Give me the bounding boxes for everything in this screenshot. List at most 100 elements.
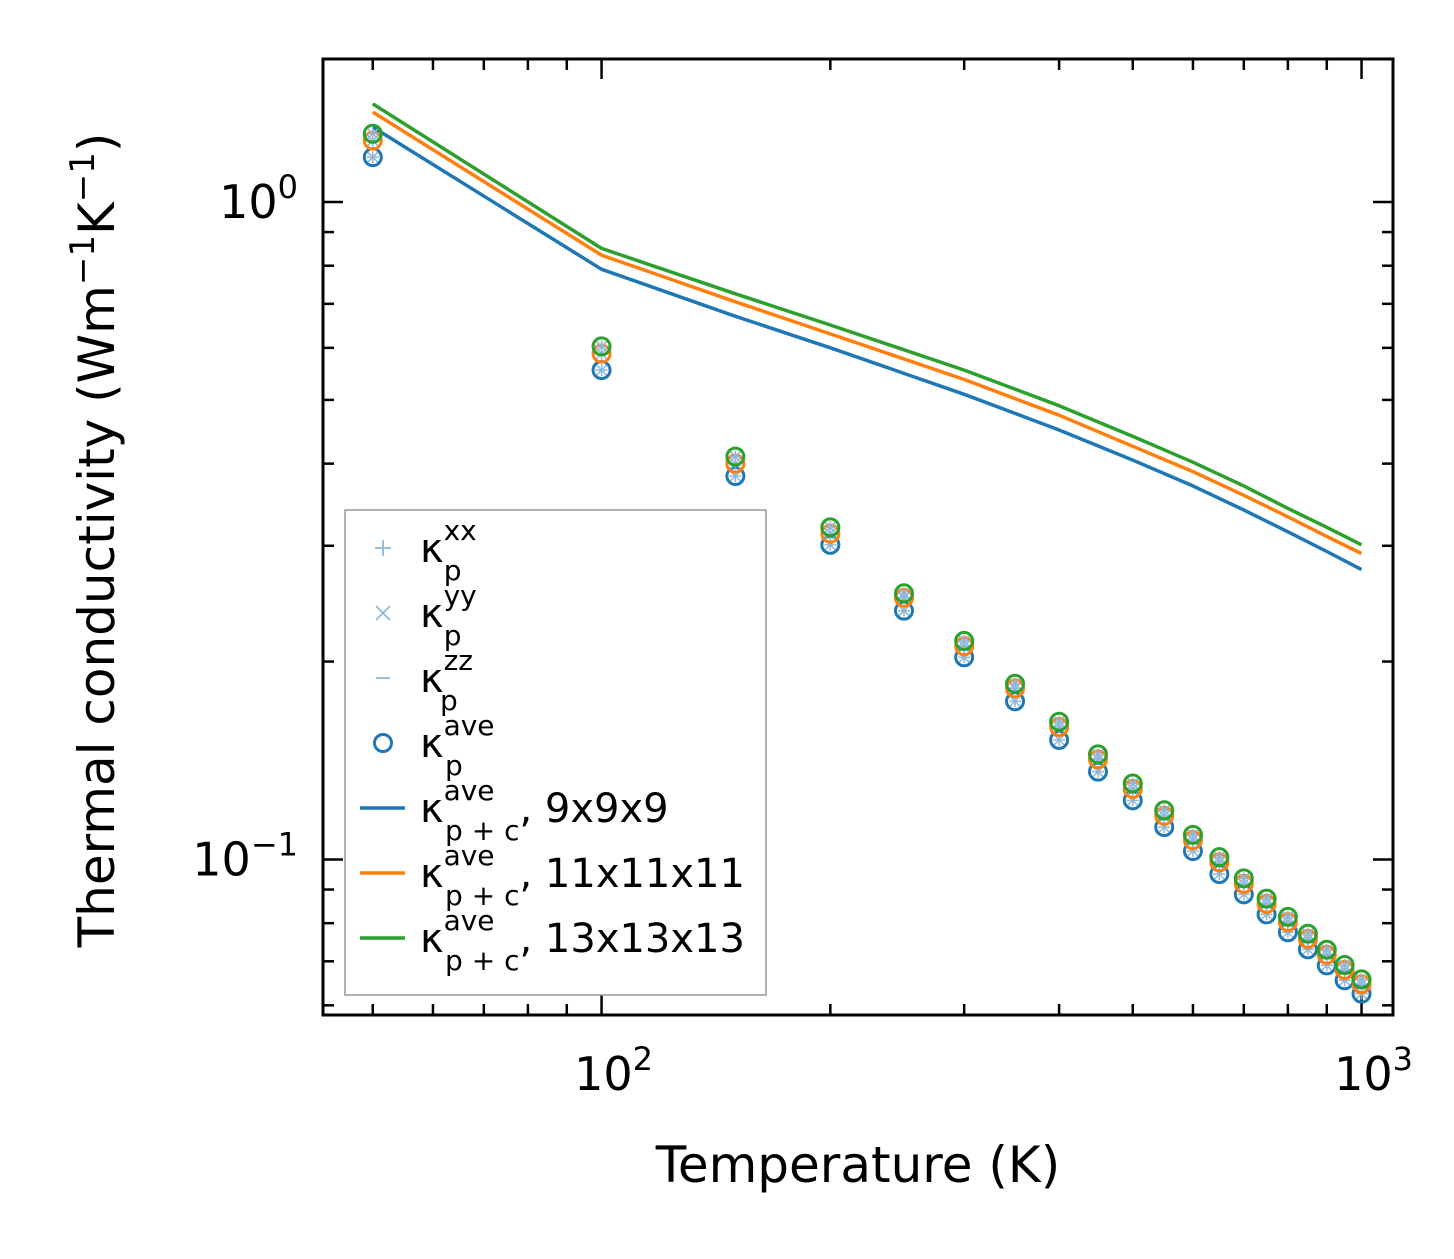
legend-label: κave p	[420, 709, 495, 782]
kappa-yy-marker	[898, 587, 910, 599]
y-tick-label: 100	[219, 168, 298, 229]
legend-label-sup: ave	[444, 709, 495, 742]
legend-label: κxx p	[420, 514, 477, 587]
legend-label: κave p + c, 11x11x11	[420, 839, 745, 912]
kappa-yy-marker	[1053, 716, 1065, 728]
kappa-yy-marker	[367, 128, 379, 140]
series-points	[362, 123, 1372, 1004]
kappa-yy-marker	[1282, 911, 1294, 923]
legend-label: κave p + c, 9x9x9	[420, 774, 669, 847]
y-tick-label-exp: 0	[278, 168, 298, 206]
kappa-yy-marker	[1053, 734, 1065, 746]
kappa-yy-marker	[1213, 851, 1225, 863]
legend-label-suffix: , 13x13x13	[519, 916, 744, 962]
kappa-ave-point-3	[1154, 800, 1175, 821]
kappa-yy-marker	[367, 151, 379, 163]
legend-label-suffix: , 11x11x11	[519, 851, 744, 897]
legend-label-sup: yy	[444, 579, 477, 612]
kappa-ave-point-3	[362, 123, 383, 144]
legend-label-main: κ	[420, 721, 444, 767]
kappa-ave-point-3	[954, 630, 975, 651]
x-tick-label: 103	[1334, 1040, 1413, 1101]
kappa-ave-point-3	[1209, 847, 1230, 868]
y-tick-label-exp: −1	[251, 825, 298, 863]
y-tick-label-base: 10	[219, 175, 278, 229]
x-tick-label: 102	[574, 1040, 653, 1101]
legend-label-sub: p + c	[445, 944, 519, 977]
legend-label-sup: xx	[444, 514, 477, 547]
legend-label-main: κ	[420, 786, 444, 832]
kappa-ave-point-3	[725, 446, 746, 467]
legend-label-sup: ave	[444, 839, 495, 872]
kappa-ave-point-3	[1351, 969, 1372, 990]
legend-label: κzz p	[420, 644, 473, 717]
legend-label-sub: p + c	[445, 879, 519, 912]
legend-label-main: κ	[420, 916, 444, 962]
legend-handle-circle	[373, 733, 393, 753]
kappa-ave-point-3	[1256, 888, 1277, 909]
x-tick-label-base: 10	[574, 1047, 633, 1101]
kappa-yy-marker	[596, 340, 608, 352]
y-axis-label: Thermal conductivity (Wm−1K−1)	[63, 133, 126, 949]
kappa-yy-marker	[1009, 678, 1021, 690]
kappa-yy-marker	[729, 451, 741, 463]
kappa-ave-point-3	[1233, 868, 1254, 889]
legend-label-sub: p	[445, 749, 463, 782]
kappa-yy-marker	[1261, 893, 1273, 905]
kappa-ave-point-3	[1334, 954, 1355, 975]
kappa-yy-marker	[824, 521, 836, 533]
legend-label-main: κ	[420, 851, 444, 897]
x-tick-label-exp: 3	[1393, 1040, 1413, 1078]
kappa-yy-marker	[958, 635, 970, 647]
legend-label-sub: p	[440, 684, 458, 717]
x-tick-label-exp: 2	[633, 1040, 653, 1078]
series-lines	[371, 102, 1363, 572]
y-axis-label-mid: K	[68, 201, 126, 235]
kappa-yy-marker	[1187, 829, 1199, 841]
kappa-ave-point-3	[1182, 824, 1203, 845]
kappa-ave-point-3	[1005, 673, 1026, 694]
legend-box	[344, 509, 767, 996]
y-axis-label-sup2: −1	[63, 152, 103, 202]
kappa-ave-point-3	[1087, 744, 1108, 765]
legend-label-main: κ	[420, 591, 444, 637]
legend-label-sup: zz	[444, 644, 473, 677]
kappa-yy-marker	[1009, 695, 1021, 707]
legend-label-main: κ	[420, 656, 444, 702]
y-axis-label-end: )	[68, 133, 126, 153]
kappa-ave-point-3	[1049, 711, 1070, 732]
legend-label: κave p + c, 13x13x13	[420, 904, 745, 977]
kappa-yy-marker	[898, 605, 910, 617]
legend-label: κyy p	[420, 579, 477, 652]
x-tick-label-base: 10	[1334, 1047, 1393, 1101]
x-axis-label: Temperature (K)	[655, 1136, 1060, 1194]
y-axis-label-base: Thermal conductivity (Wm	[68, 285, 126, 948]
series-line-2	[371, 110, 1363, 556]
kappa-yy-marker	[1321, 944, 1333, 956]
kappa-yy-marker	[1302, 928, 1314, 940]
kappa-yy-marker	[596, 364, 608, 376]
legend-label-suffix: , 9x9x9	[519, 786, 668, 832]
y-axis-label-sup1: −1	[63, 235, 103, 285]
kappa-ave-point-3	[591, 336, 612, 357]
series-line-3	[371, 102, 1363, 547]
kappa-yy-marker	[1356, 973, 1368, 985]
kappa-ave-point-3	[820, 517, 841, 538]
y-tick-label-base: 10	[192, 832, 251, 886]
legend-label-sup: ave	[444, 774, 495, 807]
legend-label-sup: ave	[444, 904, 495, 937]
legend-label-sub: p	[444, 554, 462, 587]
kappa-ave-point-3	[1316, 939, 1337, 960]
kappa-yy-marker	[1092, 748, 1104, 760]
kappa-ave-point-3	[1122, 773, 1143, 794]
series-line-1	[371, 125, 1363, 572]
legend-label-sub: p	[444, 619, 462, 652]
kappa-yy-marker	[1238, 872, 1250, 884]
kappa-yy-marker	[1158, 804, 1170, 816]
kappa-ave-point-3	[1297, 923, 1318, 944]
kappa-ave-point-3	[893, 583, 914, 604]
